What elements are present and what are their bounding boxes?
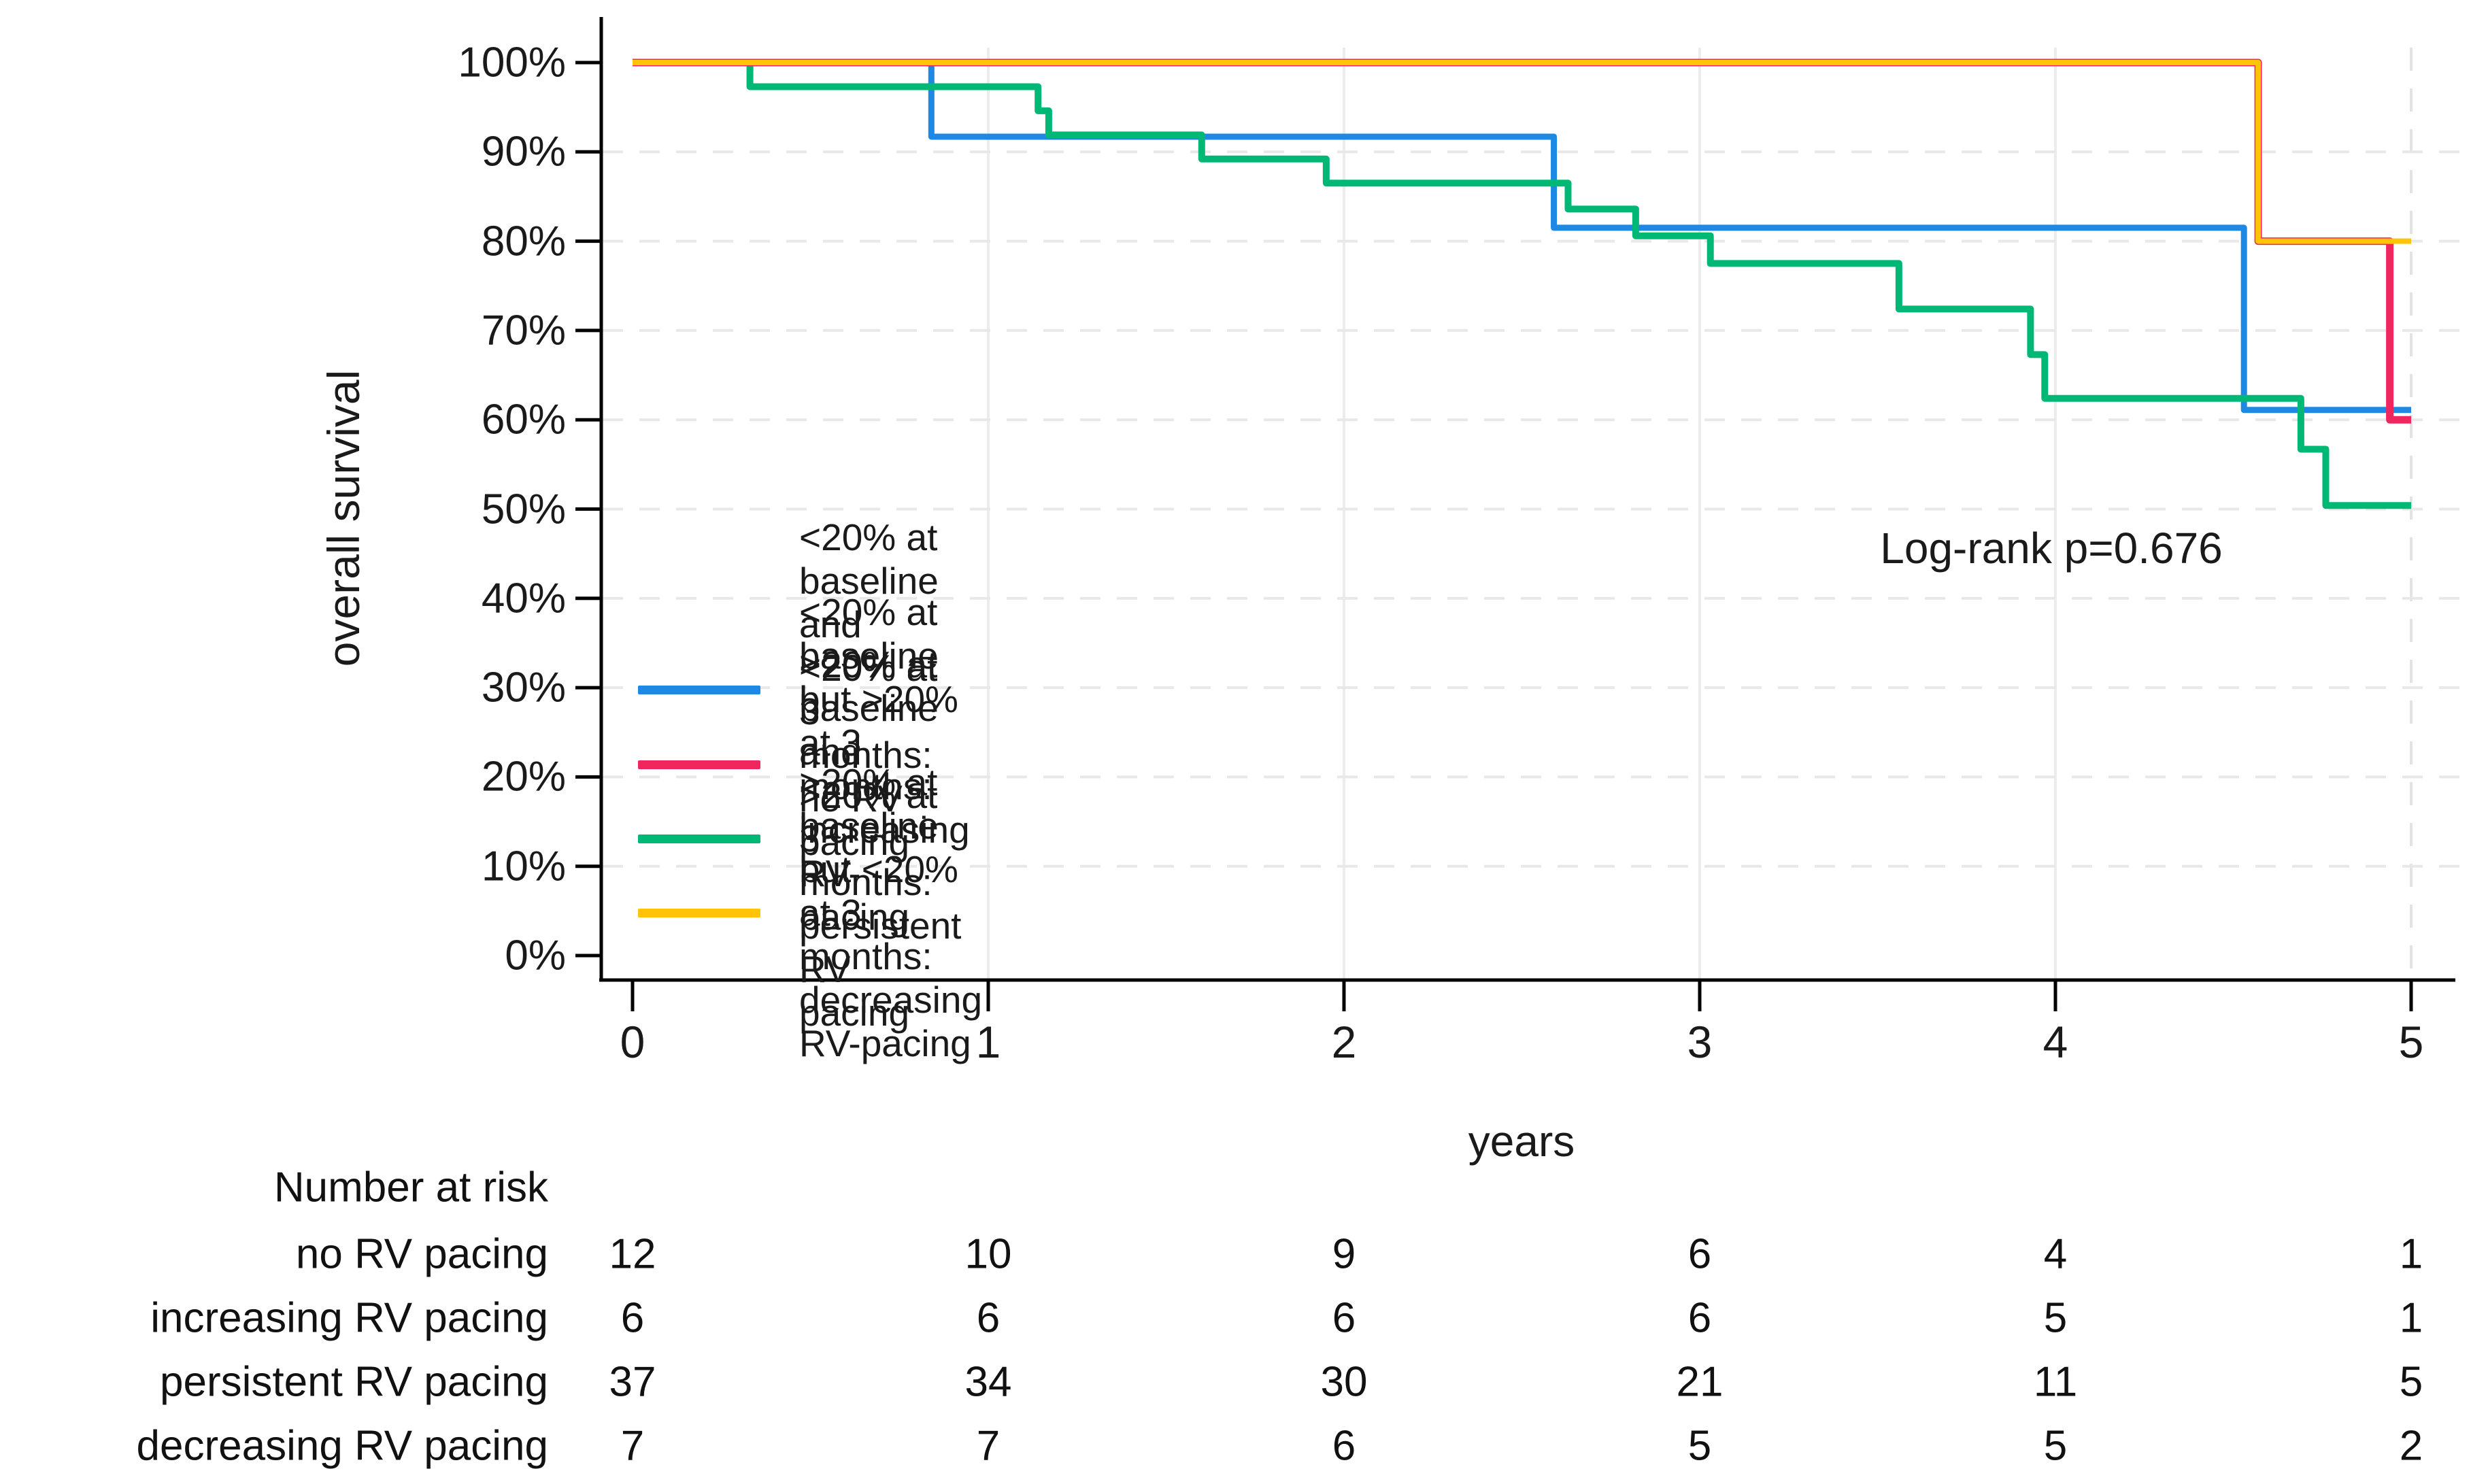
risk-count: 11: [2033, 1358, 2078, 1406]
legend-label: >20% at baseline but <20% at 3 months: d…: [799, 761, 983, 1064]
survival-curve-no_rv_pacing: [633, 59, 2411, 414]
risk-count: 30: [1320, 1358, 1368, 1406]
x-tick-label: 5: [2398, 1017, 2424, 1067]
survival-curve-persistent_rv_pacing: [633, 59, 2411, 509]
risk-count: 37: [609, 1358, 656, 1406]
risk-count: 6: [1687, 1230, 1712, 1278]
y-tick-label: 10%: [481, 843, 566, 890]
risk-count: 2: [2399, 1422, 2423, 1470]
y-tick-label: 60%: [481, 396, 566, 443]
risk-count: 1: [2399, 1294, 2423, 1342]
risk-count: 6: [976, 1294, 1001, 1342]
y-tick-label: 20%: [481, 753, 566, 800]
x-tick-label: 2: [1331, 1017, 1357, 1067]
risk-count: 5: [2399, 1358, 2423, 1406]
y-tick-label: 90%: [481, 128, 566, 175]
risk-count: 1: [2399, 1230, 2423, 1278]
x-axis-title: years: [1468, 1117, 1575, 1166]
risk-row-label: no RV pacing: [295, 1230, 548, 1278]
risk-row-label: persistent RV pacing: [160, 1358, 548, 1406]
survival-curve-decreasing_rv_pacing: [633, 60, 2411, 244]
risk-count: 6: [1332, 1422, 1356, 1470]
risk-count: 7: [976, 1422, 1001, 1470]
legend-swatch-no_rv_pacing: [638, 686, 760, 694]
y-tick-label: 30%: [481, 664, 566, 711]
y-axis-title: overall survival: [318, 369, 369, 667]
risk-count: 6: [620, 1294, 645, 1342]
x-tick-label: 3: [1687, 1017, 1713, 1067]
risk-count: 21: [1676, 1358, 1724, 1406]
risk-count: 9: [1332, 1230, 1356, 1278]
y-tick-label: 80%: [481, 218, 566, 265]
legend-swatch-decreasing_rv_pacing: [638, 909, 760, 917]
risk-row-label: decreasing RV pacing: [136, 1422, 548, 1470]
y-tick-label: 50%: [481, 486, 566, 533]
risk-count: 7: [620, 1422, 645, 1470]
risk-count: 12: [609, 1230, 656, 1278]
x-tick-label: 0: [620, 1017, 645, 1067]
risk-count: 5: [1687, 1422, 1712, 1470]
risk-row-label: increasing RV pacing: [150, 1294, 548, 1342]
x-tick-label: 4: [2043, 1017, 2068, 1067]
y-tick-label: 70%: [481, 307, 566, 354]
risk-table-title: Number at risk: [273, 1164, 548, 1211]
risk-count: 4: [2043, 1230, 2068, 1278]
risk-count: 6: [1332, 1294, 1356, 1342]
risk-count: 5: [2043, 1294, 2068, 1342]
legend-label: >20% at baseline and >20% at 3 months: p…: [799, 643, 962, 1034]
risk-count: 5: [2043, 1422, 2068, 1470]
y-tick-label: 40%: [481, 575, 566, 622]
risk-count: 6: [1687, 1294, 1712, 1342]
legend-label: <20% at baseline but >20% at 3 months: i…: [799, 591, 970, 938]
risk-count: 34: [964, 1358, 1012, 1406]
x-tick-label: 1: [975, 1017, 1001, 1067]
y-tick-label: 0%: [505, 932, 566, 979]
legend-label: <20% at baseline and <20% at 3 months: n…: [799, 516, 939, 863]
legend-swatch-persistent_rv_pacing: [638, 834, 760, 843]
legend-swatch-increasing_rv_pacing: [638, 760, 760, 769]
log-rank-annotation: Log-rank p=0.676: [1880, 524, 2223, 573]
y-tick-label: 100%: [458, 39, 566, 86]
risk-count: 10: [964, 1230, 1012, 1278]
